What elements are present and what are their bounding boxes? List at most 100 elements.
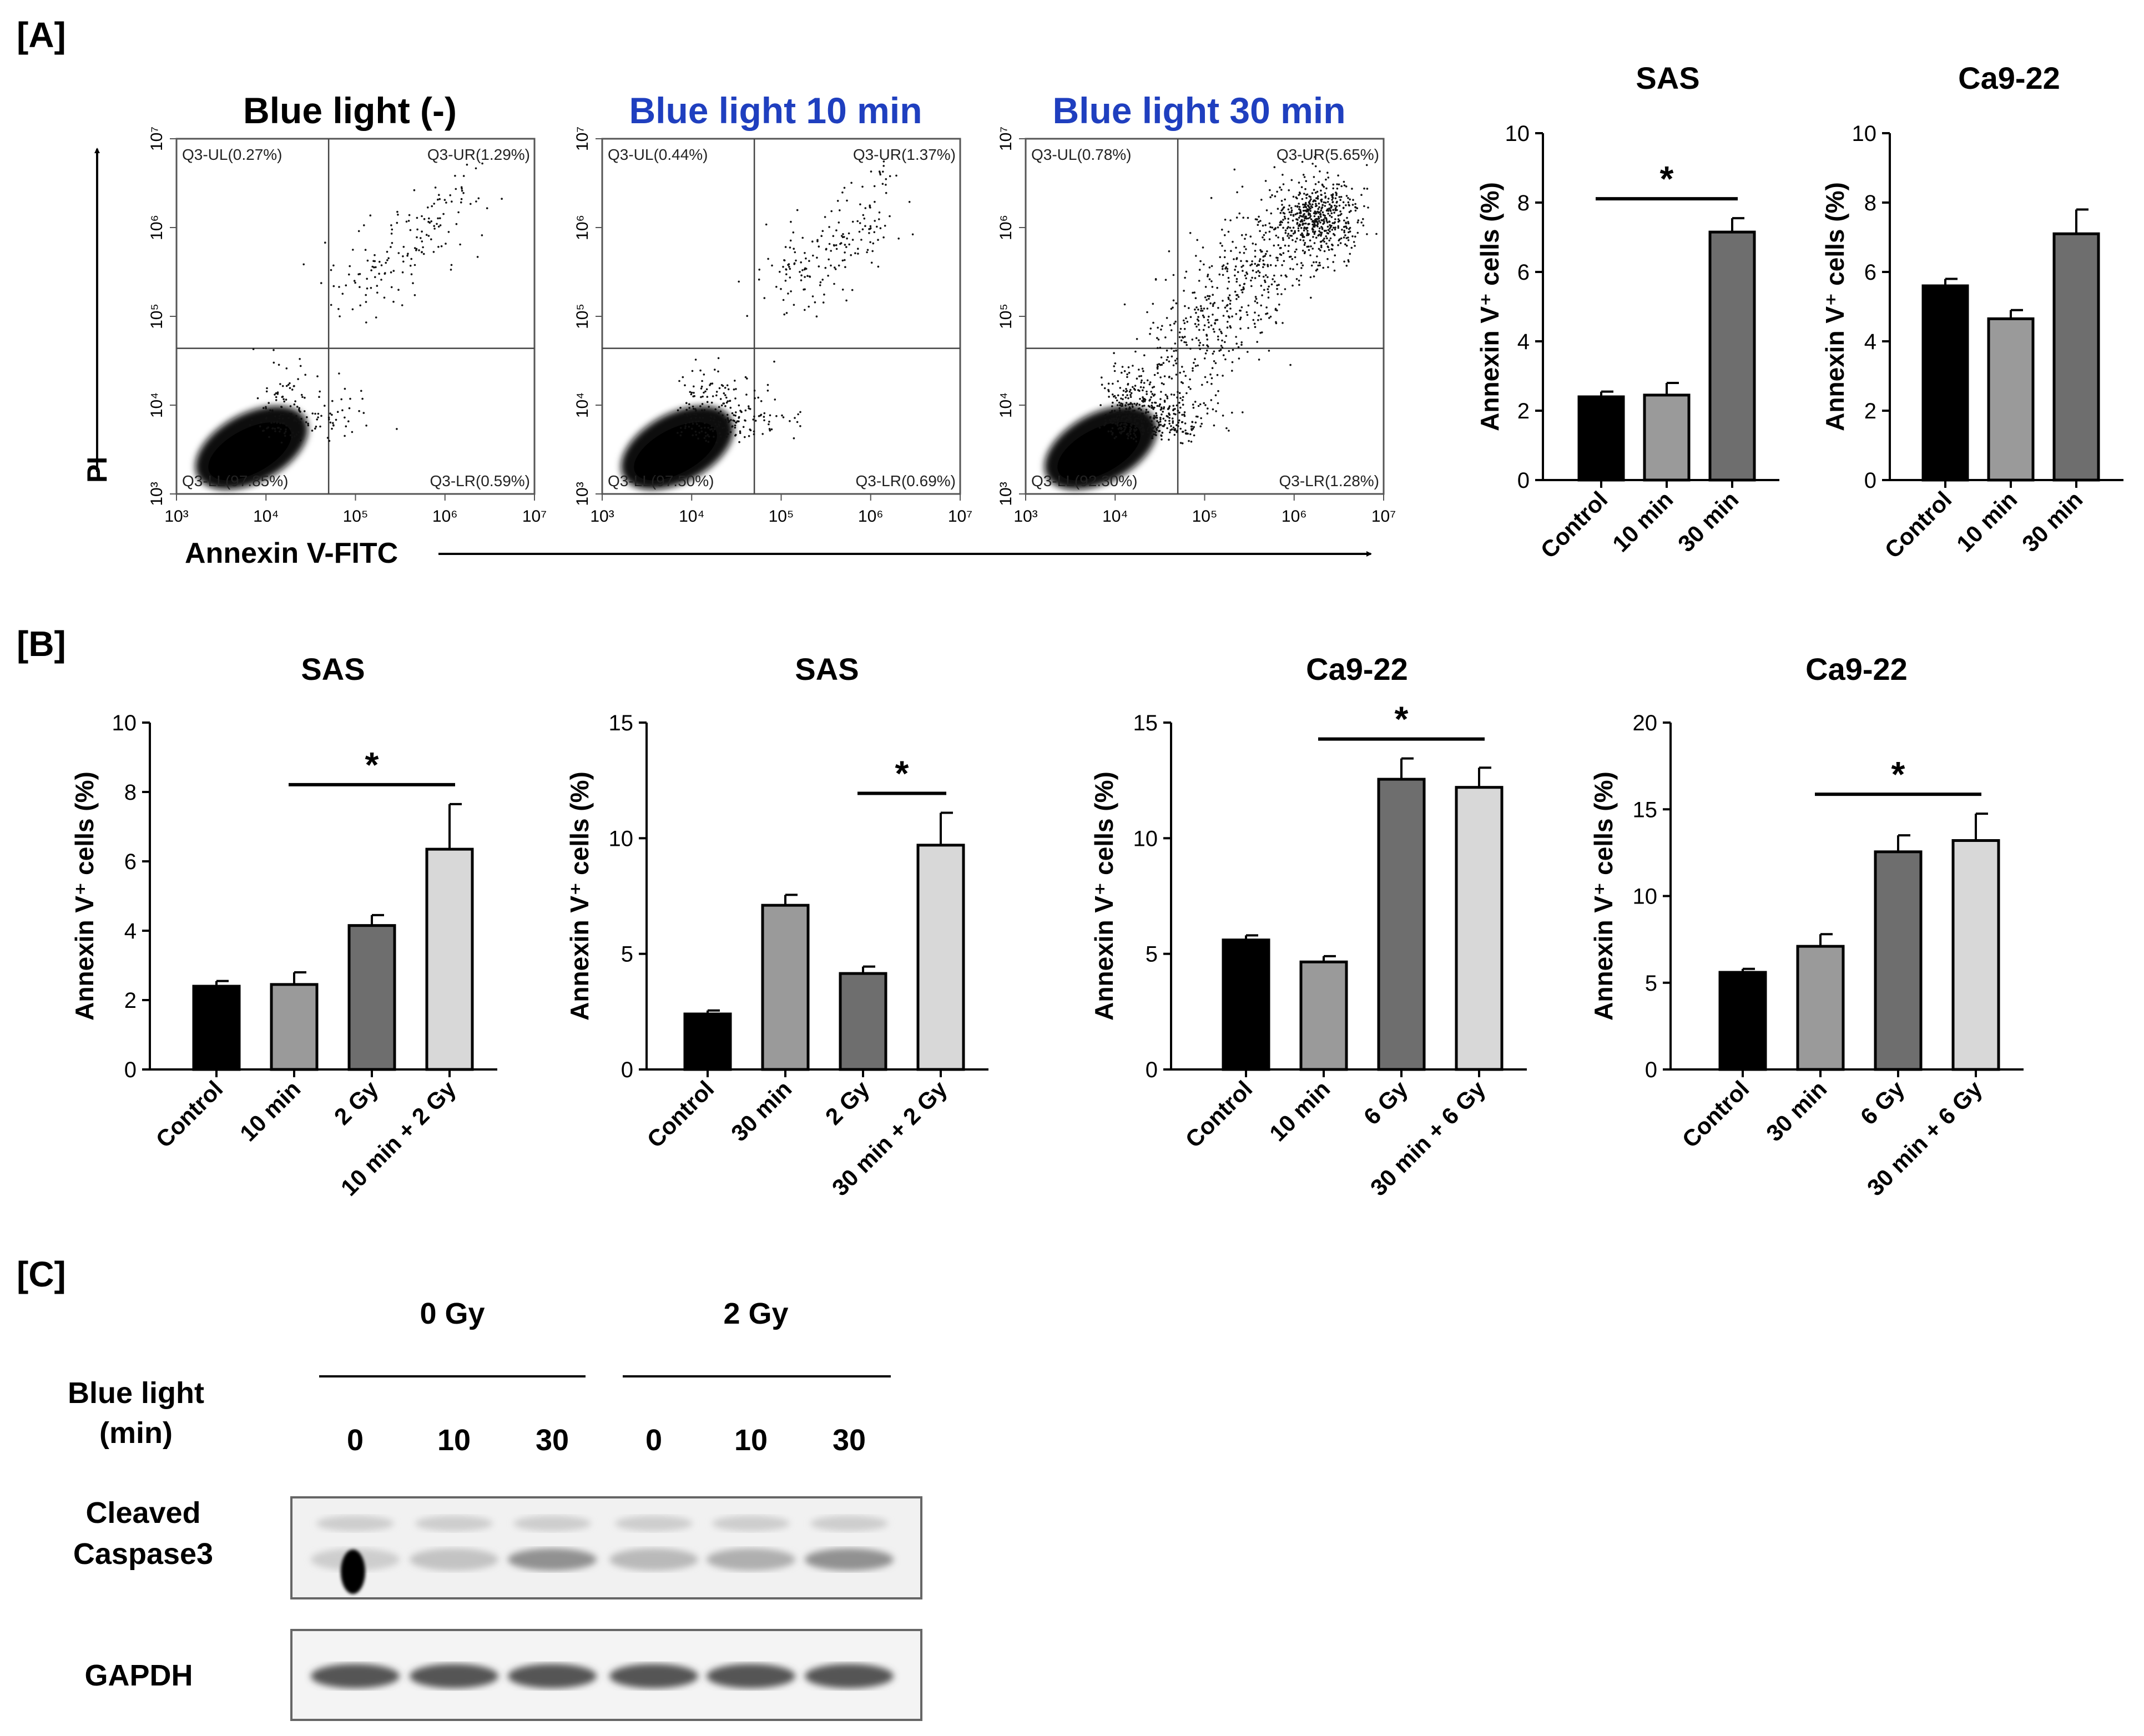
event-dot (1182, 336, 1184, 339)
event-dot (1104, 421, 1107, 424)
event-dot (1119, 404, 1121, 406)
bar (425, 847, 474, 1071)
event-dot (1149, 416, 1152, 418)
event-dot (445, 201, 447, 204)
event-dot (784, 246, 787, 248)
event-dot (763, 416, 765, 418)
event-dot (1255, 297, 1258, 300)
event-dot (1337, 214, 1340, 217)
event-dot (1101, 383, 1103, 386)
event-dot (1298, 181, 1300, 184)
event-dot (784, 280, 787, 282)
event-dot (1267, 276, 1269, 279)
event-dot (1183, 413, 1185, 416)
event-dot (1266, 250, 1268, 253)
event-dot (1311, 248, 1314, 250)
event-dot (1174, 320, 1177, 323)
event-dot (1142, 396, 1144, 398)
event-dot (828, 258, 830, 261)
event-dot (1228, 316, 1230, 319)
event-dot (759, 414, 761, 417)
event-dot (1290, 209, 1293, 211)
bar (270, 983, 319, 1071)
category-label: 10 min (1607, 486, 1678, 557)
event-dot (385, 261, 387, 264)
event-dot (1098, 426, 1101, 429)
event-dot (692, 434, 694, 437)
y-tick-label: 10 (1852, 122, 1877, 146)
event-dot (704, 422, 706, 425)
event-dot (409, 265, 412, 267)
event-dot (763, 412, 766, 415)
event-dot (1179, 327, 1182, 330)
event-dot (1277, 293, 1279, 295)
event-dot (430, 238, 432, 241)
event-dot (850, 181, 852, 184)
event-dot (1302, 209, 1305, 212)
quadrant-label-ll: Q3-LL(97.85%) (182, 472, 288, 489)
blot-band-faint (316, 1516, 394, 1531)
event-dot (1182, 431, 1184, 433)
event-dot (1168, 250, 1171, 253)
event-dot (1115, 417, 1118, 420)
y-tick-label: 10⁵ (997, 304, 1015, 329)
event-dot (734, 397, 736, 400)
event-dot (1111, 393, 1114, 396)
event-dot (768, 423, 770, 426)
event-dot (1222, 354, 1225, 356)
event-dot (1173, 350, 1175, 352)
event-dot (1314, 156, 1316, 158)
event-dot (732, 419, 734, 422)
event-dot (275, 392, 278, 395)
blot-caspase3 (290, 1496, 922, 1599)
event-dot (771, 264, 773, 267)
category-label: 30 min (726, 1076, 796, 1146)
event-dot (780, 287, 782, 290)
event-dot (1310, 264, 1313, 267)
event-dot (298, 422, 300, 425)
event-dot (1225, 335, 1227, 337)
event-dot (1203, 402, 1205, 405)
event-dot (873, 231, 876, 234)
event-dot (1345, 237, 1348, 239)
event-dot (727, 400, 729, 402)
event-dot (1124, 396, 1127, 398)
event-dot (1126, 373, 1128, 376)
event-dot (1287, 250, 1290, 253)
event-dot (1318, 248, 1320, 250)
bar (1796, 945, 1845, 1071)
event-dot (1117, 421, 1119, 423)
event-dot (339, 315, 341, 317)
event-dot (1101, 376, 1103, 379)
event-dot (1127, 410, 1129, 413)
event-dot (730, 418, 732, 421)
event-dot (693, 413, 695, 416)
event-dot (1351, 235, 1354, 238)
event-dot (416, 228, 418, 231)
event-dot (1159, 417, 1162, 419)
event-dot (287, 417, 290, 419)
event-dot (1319, 215, 1322, 218)
event-dot (1217, 307, 1219, 309)
bar (2052, 232, 2100, 482)
event-dot (1239, 316, 1242, 319)
event-dot (1221, 339, 1223, 342)
event-dot (302, 263, 305, 266)
event-dot (475, 200, 477, 203)
event-dot (1290, 206, 1293, 209)
event-dot (1283, 260, 1285, 263)
event-dot (273, 421, 275, 423)
event-dot (1143, 382, 1146, 384)
event-dot (1326, 221, 1329, 224)
event-dot (1294, 213, 1297, 216)
event-dot (1158, 363, 1161, 365)
event-dot (329, 412, 331, 415)
event-dot (753, 415, 755, 418)
event-dot (1254, 296, 1257, 298)
event-dot (1311, 163, 1314, 165)
event-dot (1171, 355, 1173, 358)
event-dot (1304, 216, 1307, 219)
event-dot (1143, 405, 1146, 407)
event-dot (1168, 407, 1170, 410)
event-dot (1254, 255, 1257, 258)
